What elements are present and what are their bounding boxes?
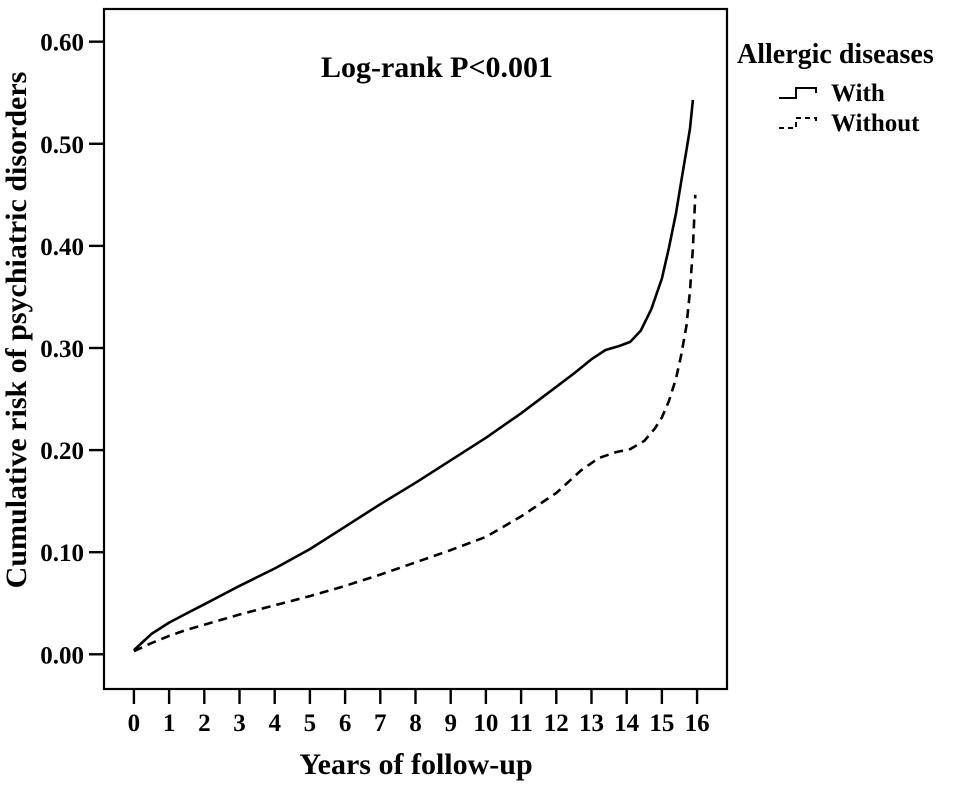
- x-tick-label: 11: [509, 710, 533, 737]
- x-tick-label: 15: [649, 710, 674, 737]
- x-tick-label: 6: [339, 710, 352, 737]
- curves: [133, 99, 697, 653]
- with-line-symbol: [779, 87, 817, 99]
- x-tick-label: 12: [544, 710, 569, 737]
- y-tick-label: 0.40: [40, 234, 84, 261]
- x-tick-label: 0: [128, 710, 141, 737]
- x-tick-label: 2: [198, 710, 211, 737]
- x-tick-label: 7: [374, 710, 387, 737]
- y-tick-label: 0.20: [40, 438, 84, 465]
- plot-area-border: [102, 7, 729, 691]
- x-tick-label: 9: [444, 710, 457, 737]
- y-tick-label: 0.00: [40, 642, 84, 669]
- x-tick-label: 3: [233, 710, 246, 737]
- log-rank-annotation: Log-rank P<0.001: [321, 51, 553, 84]
- y-axis-title: Cumulative risk of psychiatric disorders: [0, 72, 33, 589]
- x-tick-label: 13: [579, 710, 604, 737]
- x-tick-label: 16: [685, 710, 710, 737]
- x-tick-label: 1: [163, 710, 176, 737]
- x-tick-label: 14: [614, 710, 640, 737]
- x-axis-title: Years of follow-up: [299, 748, 532, 781]
- legend-label-with: With: [831, 80, 885, 107]
- x-tick-label: 4: [268, 710, 281, 737]
- legend-title: Allergic diseases: [737, 39, 934, 70]
- y-tick-label: 0.50: [40, 132, 84, 159]
- x-tick-label: 10: [473, 710, 498, 737]
- y-tick-label: 0.10: [40, 540, 84, 567]
- x-tick-label: 5: [304, 710, 317, 737]
- without-line-symbol: [779, 117, 817, 129]
- legend-label-without: Without: [831, 110, 920, 137]
- x-tick-label: 8: [409, 710, 422, 737]
- y-tick-label: 0.60: [40, 30, 84, 57]
- x-axis-ticks: 0 1 2 3 4 5 6 7 8 9 10 11 12 13 14 15 16: [128, 689, 710, 737]
- without-curve: [133, 194, 697, 653]
- y-tick-label: 0.30: [40, 336, 84, 363]
- with-curve: [133, 99, 695, 652]
- y-axis-ticks: 0.00 0.10 0.20 0.30 0.40 0.50 0.60: [40, 30, 104, 669]
